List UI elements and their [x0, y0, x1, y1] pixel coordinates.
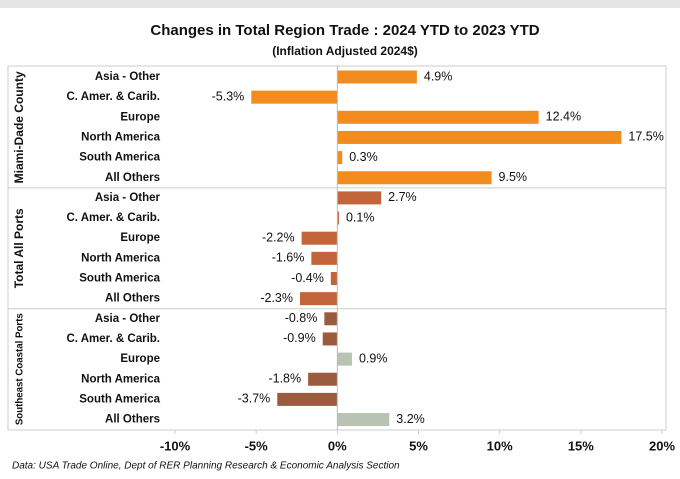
bar	[337, 413, 390, 427]
category-label: Europe	[120, 232, 160, 244]
group-label: Miami-Dade County	[12, 71, 26, 183]
source-note: Data: USA Trade Online, Dept of RER Plan…	[12, 461, 400, 472]
value-label: -0.4%	[291, 271, 324, 285]
bar	[324, 312, 338, 326]
group-label: Southeast Coastal Ports	[15, 313, 26, 425]
category-label: C. Amer. & Carib.	[66, 91, 160, 103]
bar	[277, 392, 338, 406]
bar	[299, 292, 338, 306]
value-label: 0.1%	[346, 210, 375, 224]
value-label: 9.5%	[499, 170, 528, 184]
category-label: South America	[79, 393, 160, 405]
x-tick-label: 0%	[328, 438, 347, 453]
category-label: South America	[79, 152, 160, 164]
value-label: -1.8%	[268, 372, 301, 386]
bar	[251, 90, 338, 104]
category-label: Asia - Other	[95, 313, 161, 325]
bar	[337, 211, 339, 225]
bar	[337, 171, 492, 185]
bar	[308, 372, 338, 386]
category-label: All Others	[105, 172, 160, 184]
bar	[337, 110, 539, 124]
bar	[330, 272, 338, 285]
category-label: North America	[81, 252, 160, 264]
category-label: North America	[81, 131, 160, 143]
value-label: -5.3%	[212, 89, 245, 103]
bar	[322, 332, 338, 346]
bar	[301, 231, 338, 245]
chart-subtitle: (Inflation Adjusted 2024$)	[272, 44, 418, 58]
category-label: C. Amer. & Carib.	[66, 333, 160, 345]
value-label: -2.3%	[260, 291, 293, 305]
category-label: Europe	[120, 353, 160, 365]
category-label: C. Amer. & Carib.	[66, 212, 160, 224]
bar	[337, 70, 417, 84]
value-label: 4.9%	[424, 69, 453, 83]
category-label: All Others	[105, 293, 160, 305]
category-label: All Others	[105, 414, 160, 426]
category-label: South America	[79, 273, 160, 285]
x-tick-label: -5%	[245, 438, 269, 453]
value-label: 3.2%	[396, 412, 425, 426]
bar	[337, 352, 352, 366]
value-label: -3.7%	[238, 392, 271, 406]
x-tick-label: 5%	[409, 438, 428, 453]
value-label: -1.6%	[272, 251, 305, 265]
value-label: 12.4%	[546, 110, 581, 124]
category-label: Europe	[120, 111, 160, 123]
x-tick-label: 10%	[487, 438, 513, 453]
top-strip	[0, 0, 680, 8]
x-tick-label: -10%	[160, 438, 191, 453]
bar	[337, 191, 382, 205]
value-label: -0.8%	[285, 311, 318, 325]
bar	[337, 130, 622, 144]
bar	[311, 251, 338, 265]
x-tick-label: 20%	[649, 438, 675, 453]
x-tick-label: 15%	[568, 438, 594, 453]
value-label: -2.2%	[262, 230, 295, 244]
value-label: 0.3%	[349, 150, 378, 164]
group-label: Total All Ports	[12, 208, 26, 288]
category-label: North America	[81, 373, 160, 385]
category-label: Asia - Other	[95, 192, 161, 204]
category-label: Asia - Other	[95, 71, 161, 83]
bar	[337, 151, 343, 165]
value-label: 2.7%	[388, 190, 417, 204]
chart-title: Changes in Total Region Trade : 2024 YTD…	[150, 22, 539, 39]
value-label: 0.9%	[359, 351, 388, 365]
value-label: 17.5%	[628, 130, 663, 144]
value-label: -0.9%	[283, 331, 316, 345]
